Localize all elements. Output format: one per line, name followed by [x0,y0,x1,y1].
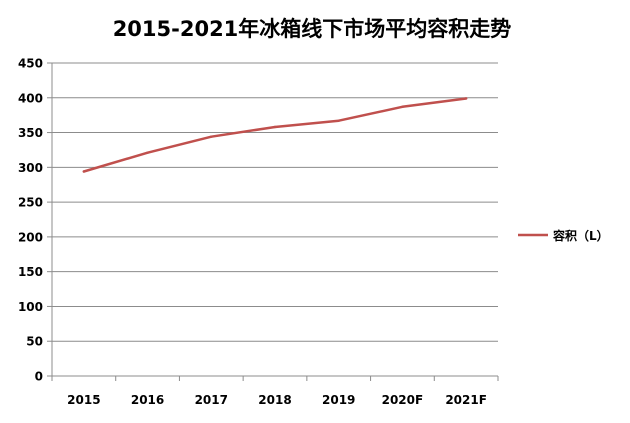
data-point [401,105,404,109]
x-tick-label: 2019 [322,393,355,407]
x-tick-labels: 2015 2016 2017 2018 2019 2020F 2021F [67,393,487,407]
y-tick-label: 150 [18,265,43,279]
x-tick-label: 2015 [67,393,100,407]
y-tick-label: 200 [18,230,43,244]
y-tick-label: 400 [18,91,43,105]
x-tick-label: 2016 [131,393,164,407]
data-point [146,151,149,154]
data-point [82,170,86,173]
x-tick-label: 2020F [382,393,424,407]
data-point [464,97,468,100]
chart-title: 2015-2021年冰箱线下市场平均容积走势 [113,17,512,41]
y-tick-label: 250 [18,196,43,210]
y-tick-label: 0 [35,370,43,384]
x-tick-label: 2021F [445,393,487,407]
data-point [337,119,340,122]
data-point [210,135,213,138]
data-point [273,125,277,129]
legend-label: 容积（L） [552,228,609,243]
axes [47,62,499,381]
legend: 容积（L） [518,228,609,243]
y-tick-label: 300 [18,161,43,175]
y-tick-label: 100 [18,300,43,314]
gridlines [52,62,498,342]
y-tick-label: 450 [18,57,43,71]
x-tick-label: 2018 [258,393,291,407]
y-tick-labels: 0 50 100 150 200 250 300 350 400 450 [18,57,43,384]
x-tick-label: 2017 [195,393,228,407]
series-line-0 [82,97,468,173]
series-lines [82,97,468,173]
y-tick-label: 350 [18,126,43,140]
y-tick-label: 50 [26,335,43,349]
